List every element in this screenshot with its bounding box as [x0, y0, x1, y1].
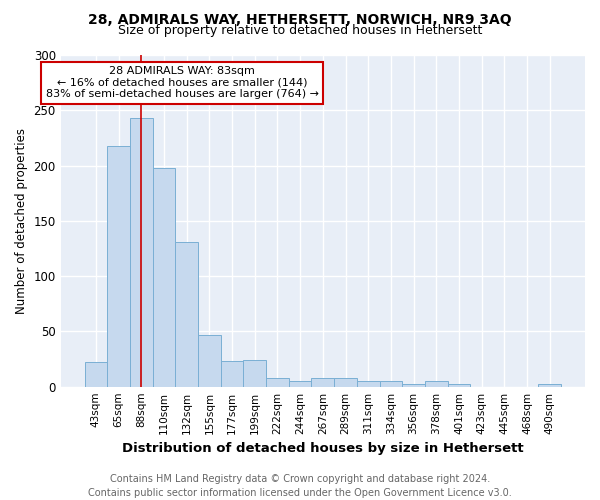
Bar	[425, 381, 448, 386]
Text: Contains HM Land Registry data © Crown copyright and database right 2024.
Contai: Contains HM Land Registry data © Crown c…	[88, 474, 512, 498]
Bar	[266, 378, 289, 386]
Bar	[85, 362, 107, 386]
Text: 28 ADMIRALS WAY: 83sqm
← 16% of detached houses are smaller (144)
83% of semi-de: 28 ADMIRALS WAY: 83sqm ← 16% of detached…	[46, 66, 319, 100]
Bar	[152, 168, 175, 386]
Bar	[357, 381, 380, 386]
Bar	[402, 384, 425, 386]
Bar	[221, 362, 244, 386]
Bar	[175, 242, 198, 386]
Bar	[107, 146, 130, 386]
X-axis label: Distribution of detached houses by size in Hethersett: Distribution of detached houses by size …	[122, 442, 524, 455]
Text: Size of property relative to detached houses in Hethersett: Size of property relative to detached ho…	[118, 24, 482, 37]
Bar	[244, 360, 266, 386]
Bar	[334, 378, 357, 386]
Bar	[448, 384, 470, 386]
Bar	[198, 334, 221, 386]
Text: 28, ADMIRALS WAY, HETHERSETT, NORWICH, NR9 3AQ: 28, ADMIRALS WAY, HETHERSETT, NORWICH, N…	[88, 12, 512, 26]
Y-axis label: Number of detached properties: Number of detached properties	[15, 128, 28, 314]
Bar	[289, 381, 311, 386]
Bar	[130, 118, 152, 386]
Bar	[380, 381, 402, 386]
Bar	[538, 384, 561, 386]
Bar	[311, 378, 334, 386]
